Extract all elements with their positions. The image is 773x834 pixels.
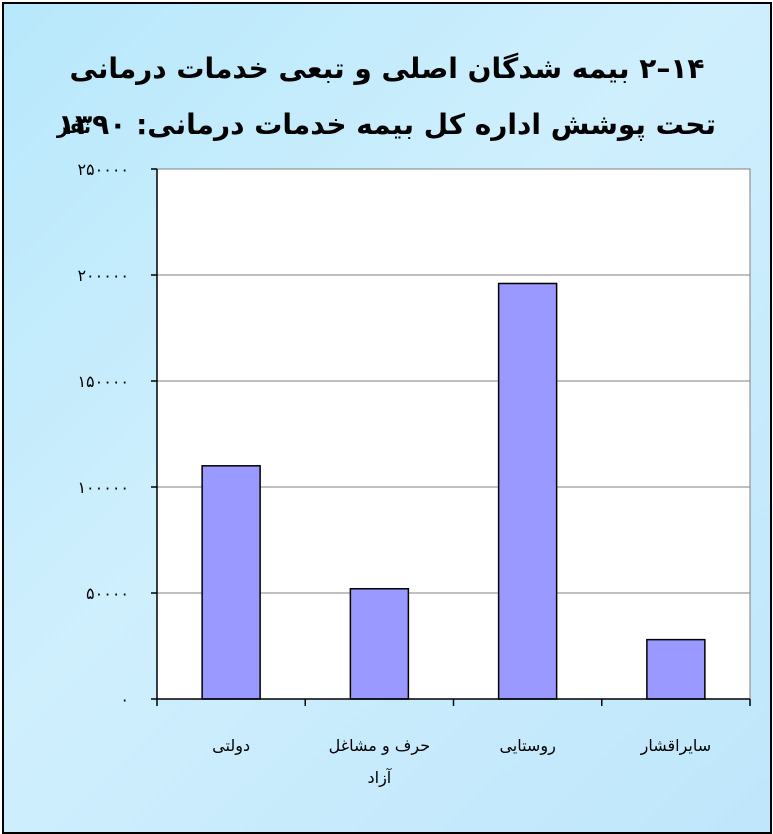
x-tick-label: دولتی bbox=[212, 736, 250, 756]
y-tick-label: ۰ bbox=[120, 690, 129, 709]
bar bbox=[201, 465, 261, 700]
y-tick-label: ۱۵۰۰۰۰ bbox=[77, 372, 129, 391]
y-tick-label: ۲۰۰۰۰۰ bbox=[77, 266, 129, 285]
bar bbox=[497, 282, 558, 700]
x-tick-label: حرف و مشاغل bbox=[329, 736, 430, 756]
y-tick-label: ۵۰۰۰۰ bbox=[86, 584, 129, 603]
bar-chart: ۱۴–۲ بیمه شدگان اصلی و تبعی خدمات درمانی… bbox=[56, 52, 751, 788]
y-tick-label: ۱۰۰۰۰۰ bbox=[77, 478, 129, 497]
bar bbox=[646, 638, 706, 700]
x-tick-label: سایراقشار bbox=[640, 736, 712, 756]
chart-title-line2: تحت پوشش اداره کل بیمه خدمات درمانی: ۱۳۹… bbox=[58, 108, 716, 141]
y-unit-label: نفر bbox=[56, 114, 91, 138]
y-tick-label: ۲۵۰۰۰۰ bbox=[77, 160, 129, 179]
bar bbox=[349, 588, 410, 700]
chart-title-line1: ۱۴–۲ بیمه شدگان اصلی و تبعی خدمات درمانی bbox=[69, 52, 704, 85]
x-tick-label: روستایی bbox=[499, 736, 555, 756]
x-tick-label: آزاد bbox=[368, 768, 393, 788]
